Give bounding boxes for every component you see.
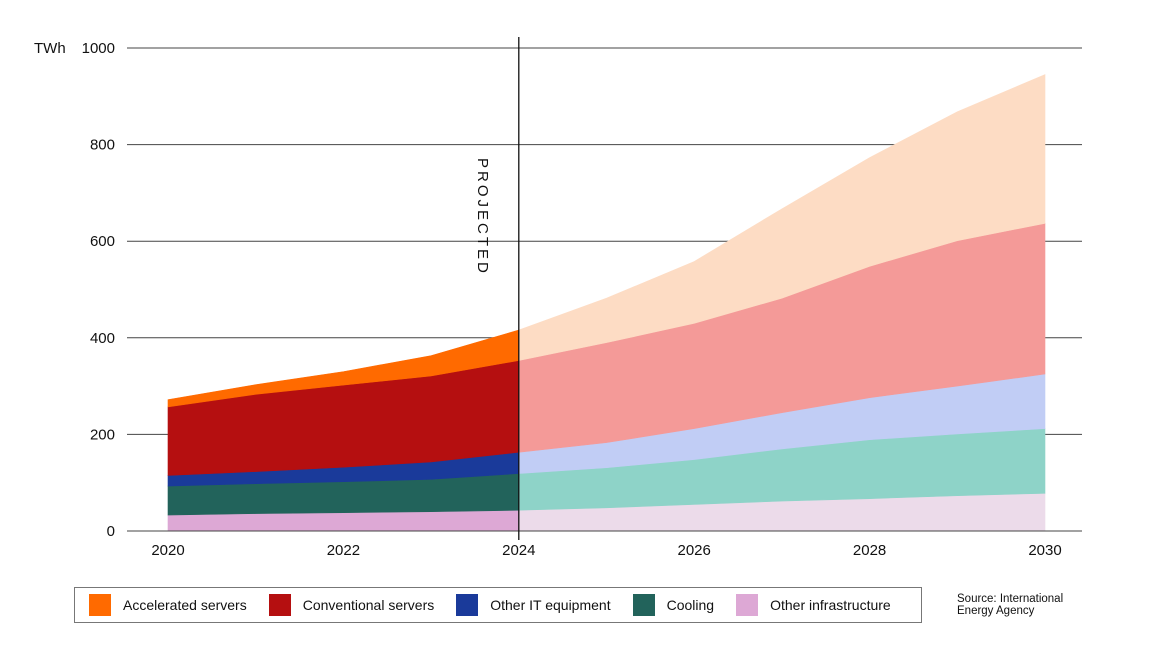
legend-item-conventional-servers: Conventional servers [268, 594, 435, 616]
stacked-areas [167, 74, 1046, 532]
legend-swatch-accelerated-servers [89, 594, 111, 616]
legend-item-other-infrastructure: Other infrastructure [736, 594, 891, 616]
y-tick-400: 400 [90, 330, 115, 347]
x-tick-2020: 2020 [151, 542, 184, 559]
y-tick-800: 800 [90, 137, 115, 154]
legend-swatch-cooling [632, 594, 655, 616]
x-tick-2024: 2024 [502, 542, 535, 559]
y-tick-1000: 1000 [82, 40, 115, 57]
source-line-2: Energy Agency [957, 605, 1035, 617]
x-tick-2022: 2022 [327, 542, 360, 559]
y-tick-0: 0 [107, 523, 115, 540]
legend-label: Other IT equipment [490, 597, 611, 613]
legend-label: Accelerated servers [123, 597, 247, 613]
legend-item-other-it-equipment: Other IT equipment [456, 594, 611, 616]
x-tick-2030: 2030 [1028, 542, 1061, 559]
x-axis-ticks: 2020 2022 2024 2026 2028 2030 [151, 542, 1061, 559]
y-axis-unit-label: TWh [34, 40, 66, 57]
y-axis-ticks: 0 200 400 600 800 1000 [82, 40, 115, 540]
legend-label: Cooling [666, 597, 715, 613]
y-tick-600: 600 [90, 233, 115, 250]
legend-label: Conventional servers [302, 597, 435, 613]
source-line-1: Source: International [957, 593, 1064, 605]
projected-label: PROJECTED [474, 158, 491, 276]
area-accelerated-servers-projected [518, 74, 1046, 361]
legend-swatch-conventional-servers [268, 594, 291, 616]
y-tick-200: 200 [90, 426, 115, 443]
legend: Accelerated servers Conventional servers O… [74, 587, 922, 623]
legend-swatch-other-it-equipment [456, 594, 479, 616]
legend-label: Other infrastructure [770, 597, 891, 613]
legend-item-accelerated-servers: Accelerated servers [89, 594, 247, 616]
legend-item-cooling: Cooling [632, 594, 715, 616]
source-note: Source: International Energy Agency [957, 593, 1063, 617]
legend-swatch-other-infrastructure [736, 594, 759, 616]
x-tick-2026: 2026 [678, 542, 711, 559]
x-tick-2028: 2028 [853, 542, 886, 559]
